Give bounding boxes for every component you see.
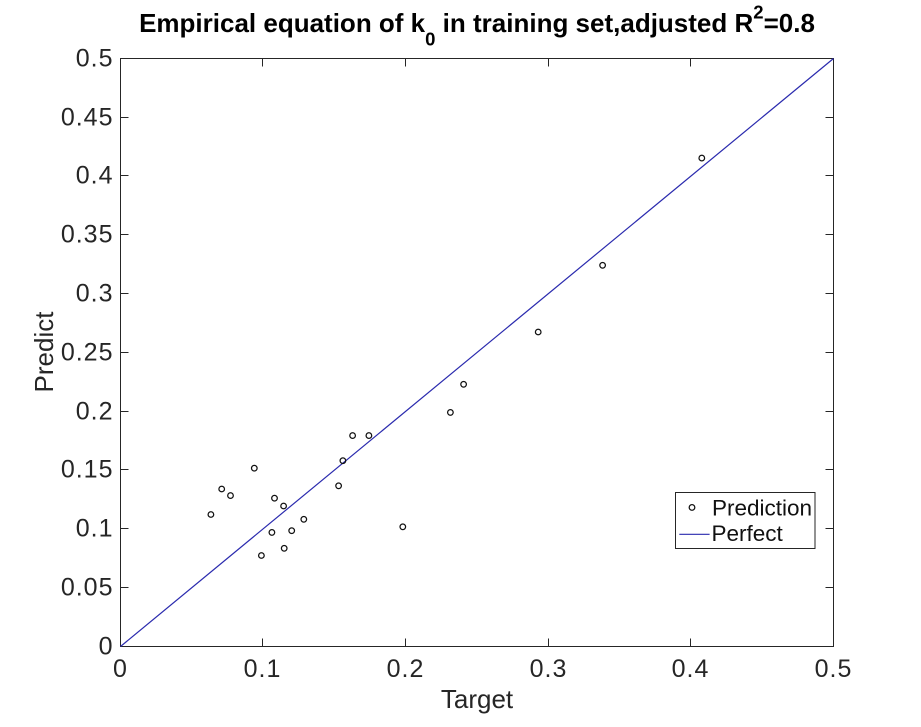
svg-text:0.5: 0.5 [815,655,853,683]
svg-text:Target: Target [441,684,514,714]
svg-text:0.4: 0.4 [672,655,710,683]
svg-text:Perfect: Perfect [712,521,784,546]
svg-text:0.1: 0.1 [244,655,282,683]
svg-text:0.5: 0.5 [76,45,114,73]
svg-text:0.35: 0.35 [61,221,114,249]
svg-text:0.45: 0.45 [61,104,114,132]
svg-text:Predict: Predict [29,311,59,393]
svg-text:0.3: 0.3 [530,655,568,683]
svg-text:0: 0 [99,633,114,661]
svg-text:0.1: 0.1 [76,515,114,543]
svg-text:0.2: 0.2 [76,398,114,426]
svg-text:Prediction: Prediction [712,496,812,521]
svg-text:0: 0 [113,655,128,683]
svg-text:0.15: 0.15 [61,456,114,484]
svg-text:0.4: 0.4 [76,162,114,190]
svg-text:0.05: 0.05 [61,574,114,602]
svg-text:0.2: 0.2 [387,655,425,683]
svg-text:0.25: 0.25 [61,339,114,367]
svg-text:0.3: 0.3 [76,280,114,308]
